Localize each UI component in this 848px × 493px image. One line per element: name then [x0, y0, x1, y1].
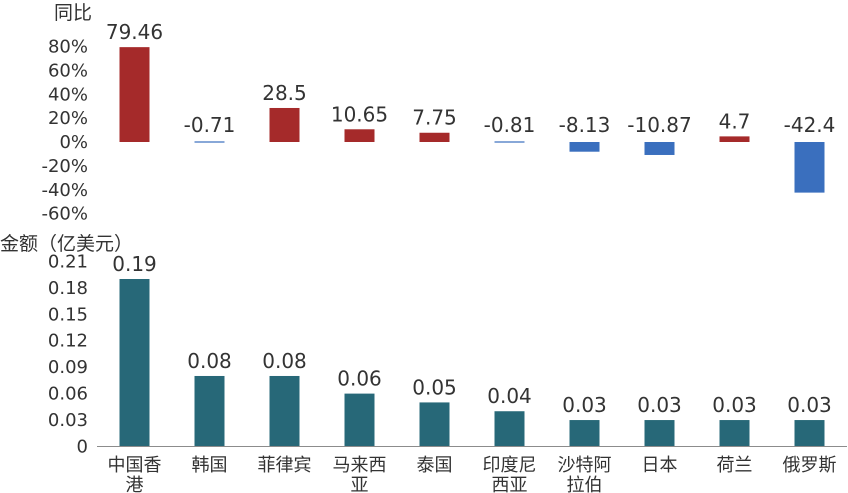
category-label: 韩国	[192, 455, 228, 476]
category-label: 菲律宾	[258, 455, 312, 476]
yoy-data-label: 10.65	[331, 102, 388, 126]
amount-data-label: 0.06	[337, 367, 382, 391]
yoy-bar	[719, 136, 750, 142]
yoy-bar	[644, 142, 675, 155]
yoy-tick-label: -60%	[41, 204, 88, 225]
amount-y-axis: 0.21 0.18 0.15 0.12 0.09 0.06 0.03 0	[48, 251, 88, 457]
yoy-data-label: 4.7	[719, 109, 751, 133]
amount-tick-label: 0.21	[48, 251, 88, 272]
yoy-data-label: -10.87	[627, 113, 691, 137]
amount-tick-label: 0.18	[48, 278, 88, 299]
yoy-data-label: -0.81	[484, 113, 536, 137]
category-label: 印度尼西亚	[483, 455, 537, 493]
amount-tick-label: 0.09	[48, 357, 88, 378]
amount-bar	[419, 402, 450, 447]
category-label: 日本	[642, 455, 678, 476]
amount-bar	[194, 375, 225, 447]
yoy-bar	[119, 47, 150, 143]
yoy-bar	[794, 142, 825, 193]
yoy-bar	[494, 141, 525, 143]
amount-data-label: 0.03	[787, 393, 832, 417]
category-label: 泰国	[417, 455, 453, 476]
amount-axis-title: 金额（亿美元）	[0, 233, 133, 255]
category-label: 沙特阿拉伯	[558, 455, 612, 493]
yoy-tick-label: -40%	[41, 180, 88, 201]
amount-bar	[719, 420, 750, 447]
amount-data-label: 0.08	[262, 349, 307, 373]
amount-bar	[794, 420, 825, 447]
amount-bars	[119, 279, 825, 447]
yoy-bar	[344, 129, 375, 142]
yoy-bar	[419, 132, 450, 142]
yoy-growth-chart: 同比 80%60% 40% 20% 0% -20% -40% -60% 79.46 -0.71…	[41, 2, 835, 225]
amount-bar	[644, 420, 675, 447]
amount-data-labels: 0.19 0.08 0.08 0.06 0.05 0.04 0.03 0.03 0.03 0.03	[112, 252, 832, 417]
yoy-bars	[119, 47, 825, 193]
yoy-data-label: 79.46	[106, 20, 163, 44]
amount-data-label: 0.03	[712, 393, 757, 417]
amount-tick-label: 0.12	[48, 331, 88, 352]
yoy-tick-label: 80%	[48, 37, 88, 58]
yoy-tick-label: 60%	[48, 60, 88, 81]
yoy-tick-label: -20%	[41, 156, 88, 177]
amount-tick-label: 0	[77, 437, 88, 458]
yoy-tick-label: 40%	[48, 84, 88, 105]
amount-bar	[119, 279, 150, 447]
amount-data-label: 0.04	[487, 384, 532, 408]
yoy-bar	[269, 107, 300, 142]
yoy-y-axis: 80%60% 40% 20% 0% -20% -40% -60%	[41, 37, 88, 225]
yoy-bar	[569, 142, 600, 152]
yoy-tick-label: 20%	[48, 108, 88, 129]
amount-data-label: 0.08	[187, 349, 232, 373]
category-label: 中国香港	[108, 455, 162, 493]
amount-tick-label: 0.06	[48, 384, 88, 405]
amount-chart: 金额（亿美元） 0.21 0.18 0.15 0.12 0.09 0.06 0.03 0 0.…	[0, 233, 847, 493]
yoy-data-label: 7.75	[412, 106, 457, 130]
amount-bar	[569, 420, 600, 447]
category-label: 荷兰	[717, 455, 753, 476]
category-label: 马来西亚	[333, 455, 387, 493]
amount-tick-label: 0.03	[48, 410, 88, 431]
category-label: 俄罗斯	[783, 455, 837, 476]
amount-bar	[269, 375, 300, 447]
yoy-data-label: -42.4	[784, 113, 836, 137]
amount-bar	[344, 393, 375, 447]
yoy-data-label: 28.5	[262, 81, 307, 105]
yoy-data-label: -0.71	[184, 113, 236, 137]
amount-data-label: 0.19	[112, 252, 157, 276]
yoy-data-labels: 79.46 -0.71 28.5 10.65 7.75 -0.81 -8.13 -10.87 4…	[106, 20, 836, 137]
amount-data-label: 0.05	[412, 375, 457, 399]
yoy-bar	[194, 141, 225, 143]
amount-data-label: 0.03	[637, 393, 682, 417]
amount-tick-label: 0.15	[48, 304, 88, 325]
amount-bar	[494, 411, 525, 447]
yoy-axis-title: 同比	[54, 2, 92, 24]
amount-data-label: 0.03	[562, 393, 607, 417]
yoy-data-label: -8.13	[559, 113, 611, 137]
yoy-tick-label: 0%	[59, 132, 88, 153]
